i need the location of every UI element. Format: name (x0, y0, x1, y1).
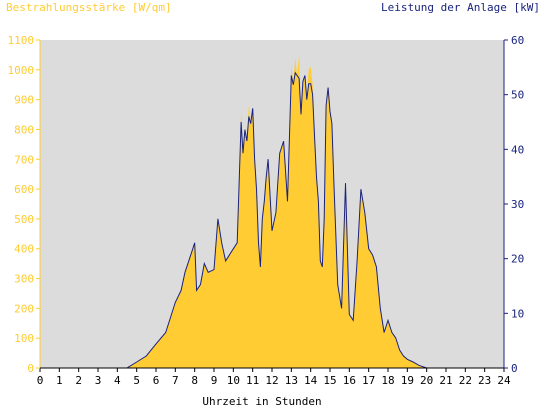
x-tick-label: 5 (133, 374, 140, 387)
axis-ticks: 0 1 2 3 4 5 6 7 8 9 10 11 12 13 14 15 16 17 18 19 20 21 22 23 24… (8, 34, 525, 387)
right-y-tick-label: 40 (511, 143, 524, 156)
left-y-tick-label: 300 (14, 273, 34, 286)
right-y-tick-label: 60 (511, 34, 524, 47)
x-tick-label: 19 (401, 374, 414, 387)
left-axis-title: Bestrahlungsstärke [W/qm] (6, 1, 172, 14)
left-y-tick-label: 200 (14, 302, 34, 315)
power-line (40, 71, 504, 369)
x-tick-label: 21 (439, 374, 452, 387)
x-tick-label: 13 (285, 374, 298, 387)
left-y-tick-label: 900 (14, 94, 34, 107)
left-y-tick-label: 400 (14, 243, 34, 256)
right-y-tick-label: 20 (511, 253, 524, 266)
left-y-tick-label: 1000 (8, 64, 35, 77)
x-tick-label: 17 (362, 374, 375, 387)
left-y-tick-label: 700 (14, 153, 34, 166)
right-y-tick-label: 0 (511, 362, 518, 375)
x-tick-label: 23 (478, 374, 491, 387)
irradiance-area (40, 54, 504, 369)
left-y-tick-label: 0 (27, 362, 34, 375)
left-y-tick-label: 100 (14, 332, 34, 345)
x-tick-label: 8 (191, 374, 198, 387)
x-tick-label: 15 (323, 374, 336, 387)
right-y-tick-label: 10 (511, 307, 524, 320)
left-y-tick-label: 800 (14, 123, 34, 136)
x-tick-label: 16 (343, 374, 356, 387)
left-y-tick-label: 500 (14, 213, 34, 226)
x-tick-label: 22 (459, 374, 472, 387)
x-tick-label: 0 (37, 374, 44, 387)
x-tick-label: 9 (211, 374, 218, 387)
right-y-tick-label: 50 (511, 89, 524, 102)
x-tick-label: 6 (153, 374, 160, 387)
x-axis-title: Uhrzeit in Stunden (202, 395, 321, 408)
x-tick-label: 4 (114, 374, 121, 387)
x-tick-label: 18 (381, 374, 394, 387)
x-tick-label: 1 (56, 374, 63, 387)
right-axis-title: Leistung der Anlage [kW] (381, 1, 540, 14)
x-tick-label: 11 (246, 374, 259, 387)
x-tick-label: 10 (227, 374, 240, 387)
left-y-tick-label: 1100 (8, 34, 35, 47)
x-tick-label: 2 (75, 374, 82, 387)
right-y-tick-label: 30 (511, 198, 524, 211)
left-y-tick-label: 600 (14, 183, 34, 196)
x-tick-label: 7 (172, 374, 179, 387)
x-tick-label: 14 (304, 374, 318, 387)
x-tick-label: 24 (497, 374, 511, 387)
x-tick-label: 20 (420, 374, 433, 387)
x-tick-label: 3 (95, 374, 102, 387)
x-tick-label: 12 (265, 374, 278, 387)
